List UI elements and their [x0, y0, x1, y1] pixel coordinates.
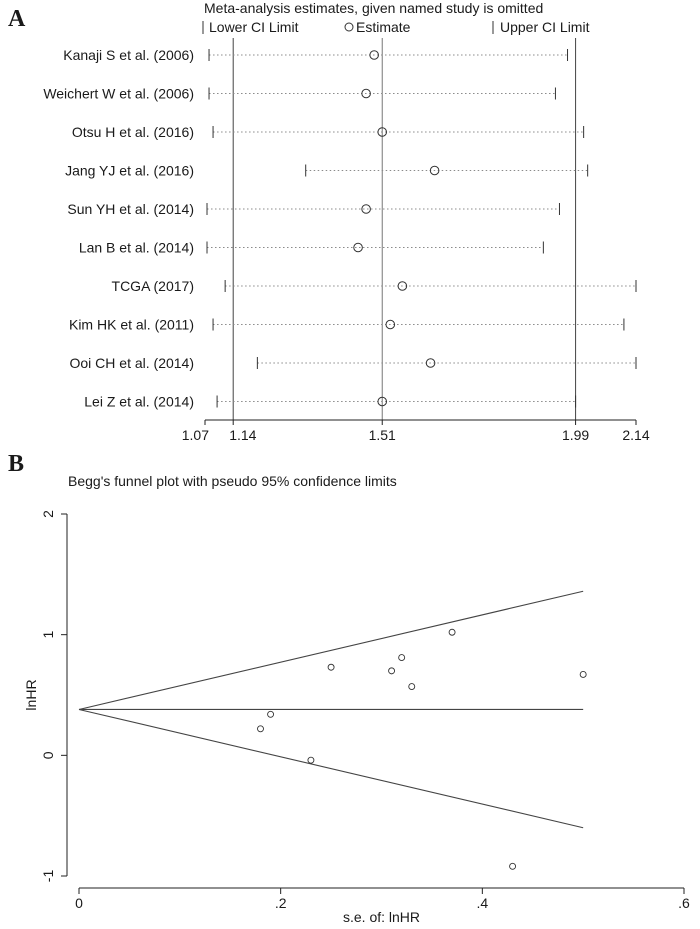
forest-title: Meta-analysis estimates, given named stu…: [204, 0, 543, 16]
funnel-xtick-label: .4: [476, 895, 488, 911]
study-label: Kanaji S et al. (2006): [63, 47, 194, 63]
panel-b-label: B: [8, 451, 24, 477]
estimate-marker: [385, 319, 396, 330]
forest-reference-lines: [232, 38, 577, 420]
study-label: Sun YH et al. (2014): [67, 201, 194, 217]
funnel-points: [257, 628, 587, 870]
funnel-ytick-label: 2: [40, 510, 56, 518]
funnel-xtick-label: .2: [275, 895, 287, 911]
legend-upper-label: Upper CI Limit: [500, 19, 590, 35]
estimate-marker: [397, 281, 408, 291]
study-point: [307, 756, 315, 764]
study-label: Jang YJ et al. (2016): [65, 163, 194, 179]
forest-tick-label: 2.14: [622, 427, 649, 443]
forest-tick-label: 1.51: [369, 427, 396, 443]
estimate-marker: [361, 88, 371, 99]
lower-confidence-limit: [78, 708, 584, 829]
study-point: [398, 654, 406, 662]
study-point: [327, 663, 335, 671]
funnel-lines: [78, 590, 584, 829]
estimate-marker: [377, 127, 388, 137]
funnel-y-ticks: -1 0 1 2: [40, 510, 67, 882]
funnel-x-ticks: 0 .2 .4 .6: [75, 888, 690, 911]
study-point: [388, 667, 396, 675]
study-label: Weichert W et al. (2006): [43, 86, 194, 102]
study-label: TCGA (2017): [112, 278, 194, 294]
funnel-ytick-label: 0: [40, 751, 56, 759]
estimate-marker: [425, 358, 436, 368]
study-label: Ooi CH et al. (2014): [70, 355, 195, 371]
funnel-xtick-label: .6: [678, 895, 690, 911]
funnel-title: Begg's funnel plot with pseudo 95% confi…: [68, 473, 397, 489]
funnel-ytick-label: 1: [40, 631, 56, 639]
study-label: Otsu H et al. (2016): [72, 124, 194, 140]
study-label: Kim HK et al. (2011): [69, 317, 194, 333]
forest-tick-label: 1.07: [182, 427, 209, 443]
forest-tick-label: 1.99: [562, 427, 589, 443]
estimate-marker: [377, 396, 388, 407]
funnel-x-label: s.e. of: lnHR: [343, 909, 420, 925]
estimate-marker: [369, 50, 379, 60]
legend-lower-label: Lower CI Limit: [209, 19, 299, 35]
estimate-marker: [429, 165, 440, 176]
panel-a-label: A: [8, 6, 26, 32]
forest-legend: Lower CI Limit Estimate Upper CI Limit: [202, 19, 590, 35]
study-point: [579, 671, 587, 678]
study-point: [267, 710, 275, 718]
forest-study-rows: Kanaji S et al. (2006) Weichert W et al. …: [43, 47, 637, 410]
funnel-xtick-label: 0: [75, 895, 83, 911]
funnel-y-label: lnHR: [23, 679, 39, 710]
estimate-marker: [361, 204, 371, 214]
legend-estimate-marker: [344, 22, 354, 32]
forest-x-ticks: 1.07 1.14 1.51 1.99 2.14: [182, 420, 650, 443]
estimate-marker: [353, 242, 363, 253]
forest-tick-label: 1.14: [229, 427, 256, 443]
study-label: Lei Z et al. (2014): [84, 394, 194, 410]
study-point: [509, 862, 517, 870]
funnel-ytick-label: -1: [40, 870, 56, 883]
study-point: [257, 725, 264, 733]
study-label: Lan B et al. (2014): [79, 240, 194, 256]
legend-estimate-label: Estimate: [356, 19, 411, 35]
study-point: [448, 628, 456, 636]
upper-confidence-limit: [78, 590, 584, 711]
study-point: [408, 683, 416, 691]
